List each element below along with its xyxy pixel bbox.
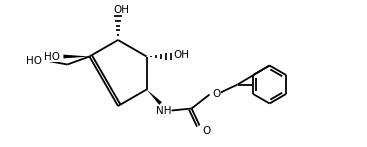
Polygon shape bbox=[63, 55, 90, 58]
Text: OH: OH bbox=[113, 5, 129, 15]
Polygon shape bbox=[146, 90, 162, 105]
Text: O: O bbox=[212, 88, 221, 98]
Text: HO: HO bbox=[26, 56, 43, 66]
Text: HO: HO bbox=[44, 51, 61, 61]
Text: O: O bbox=[203, 126, 211, 136]
Text: NH: NH bbox=[156, 106, 171, 116]
Text: OH: OH bbox=[174, 50, 190, 60]
